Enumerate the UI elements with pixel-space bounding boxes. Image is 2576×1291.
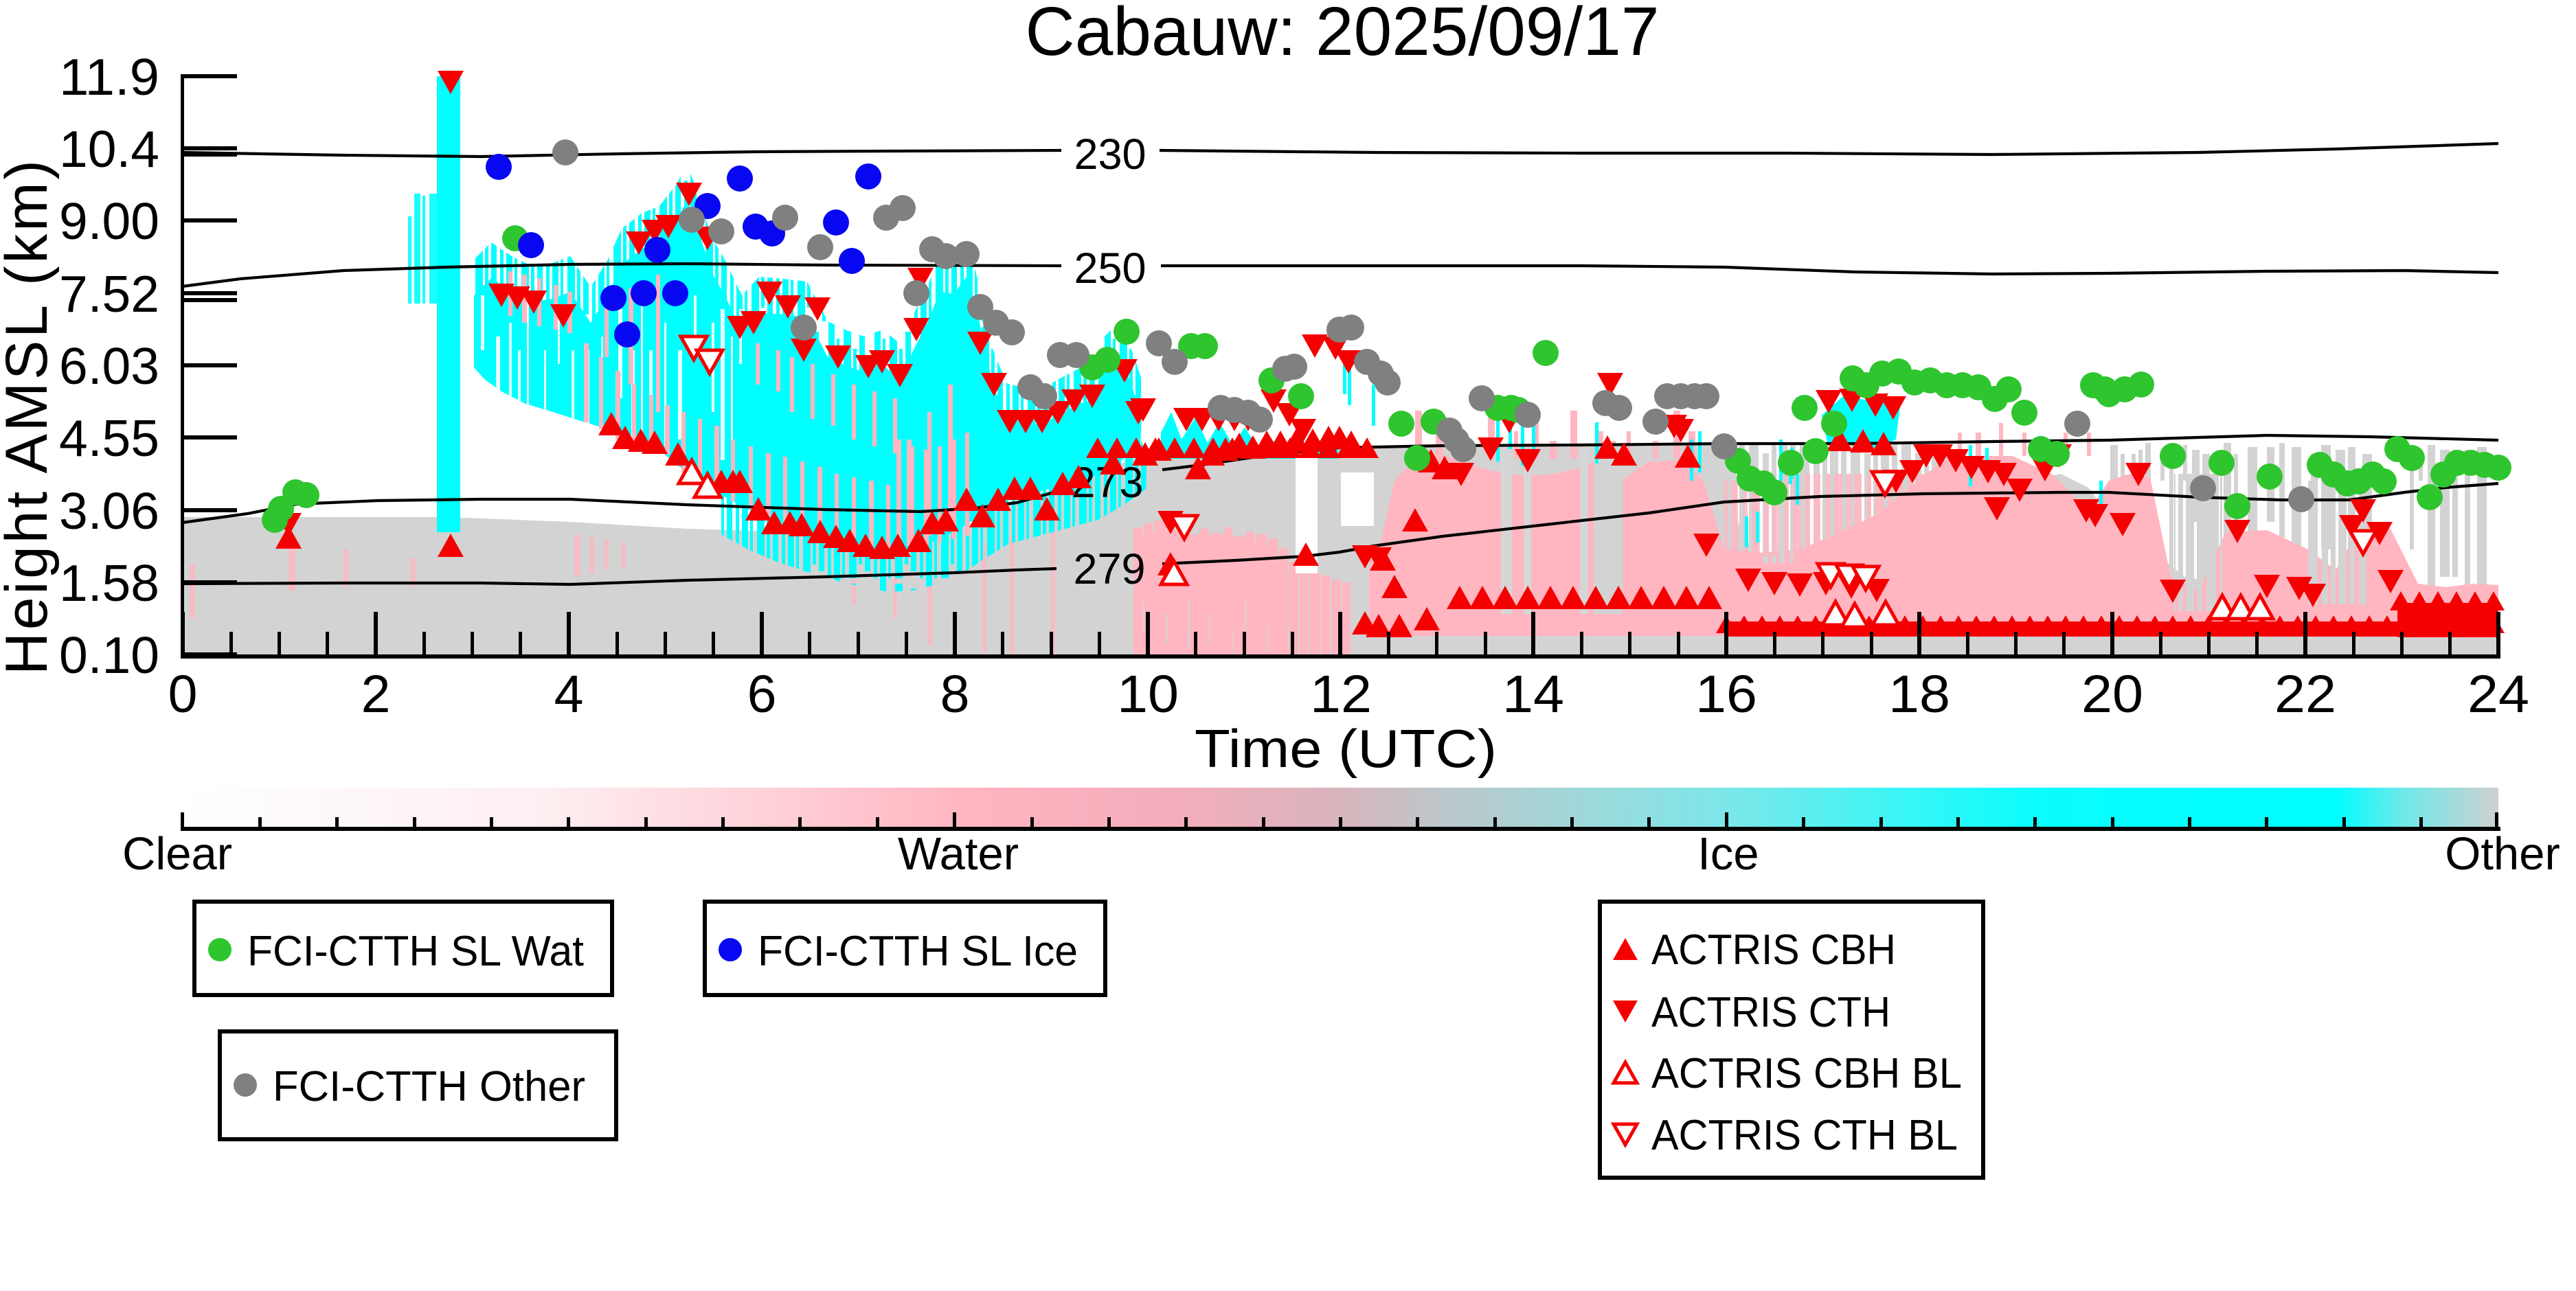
svg-text:Other: Other <box>2445 828 2560 880</box>
svg-text:230: 230 <box>1074 130 1146 179</box>
svg-text:279: 279 <box>1073 545 1145 593</box>
svg-text:11.9: 11.9 <box>59 48 159 106</box>
svg-text:ACTRIS CBH: ACTRIS CBH <box>1651 926 1896 974</box>
svg-text:24: 24 <box>2467 665 2529 724</box>
svg-text:8: 8 <box>940 665 970 724</box>
svg-text:FCI-CTTH SL Wat: FCI-CTTH SL Wat <box>247 928 584 975</box>
svg-text:Clear: Clear <box>122 828 232 880</box>
svg-text:7.52: 7.52 <box>59 265 159 323</box>
svg-text:Height AMSL (km): Height AMSL (km) <box>0 160 60 675</box>
svg-text:16: 16 <box>1695 665 1757 724</box>
svg-text:4: 4 <box>554 665 584 724</box>
svg-text:6.03: 6.03 <box>59 337 159 395</box>
svg-text:20: 20 <box>2081 665 2143 724</box>
svg-text:ACTRIS CBH BL: ACTRIS CBH BL <box>1651 1050 1962 1097</box>
svg-text:22: 22 <box>2274 665 2336 724</box>
svg-text:0.10: 0.10 <box>59 626 159 684</box>
svg-text:Time (UTC): Time (UTC) <box>1195 718 1497 779</box>
svg-text:3.06: 3.06 <box>59 482 159 540</box>
svg-text:2: 2 <box>361 665 391 724</box>
svg-text:Ice: Ice <box>1697 828 1759 880</box>
svg-text:9.00: 9.00 <box>59 192 159 250</box>
svg-text:250: 250 <box>1074 244 1146 293</box>
svg-text:12: 12 <box>1310 665 1372 724</box>
svg-text:FCI-CTTH Other: FCI-CTTH Other <box>273 1063 585 1110</box>
svg-text:10.4: 10.4 <box>59 120 159 178</box>
svg-text:ACTRIS CTH BL: ACTRIS CTH BL <box>1651 1112 1958 1159</box>
svg-text:6: 6 <box>747 665 777 724</box>
svg-text:FCI-CTTH SL Ice: FCI-CTTH SL Ice <box>758 928 1078 975</box>
svg-text:10: 10 <box>1117 665 1179 724</box>
svg-text:14: 14 <box>1502 665 1564 724</box>
svg-text:18: 18 <box>1888 665 1950 724</box>
svg-text:Cabauw: 2025/09/17: Cabauw: 2025/09/17 <box>1026 0 1660 70</box>
svg-text:Water: Water <box>898 828 1019 880</box>
svg-text:1.58: 1.58 <box>59 554 159 612</box>
svg-text:0: 0 <box>168 665 198 724</box>
svg-text:ACTRIS CTH: ACTRIS CTH <box>1651 989 1890 1036</box>
svg-text:4.55: 4.55 <box>59 409 159 467</box>
